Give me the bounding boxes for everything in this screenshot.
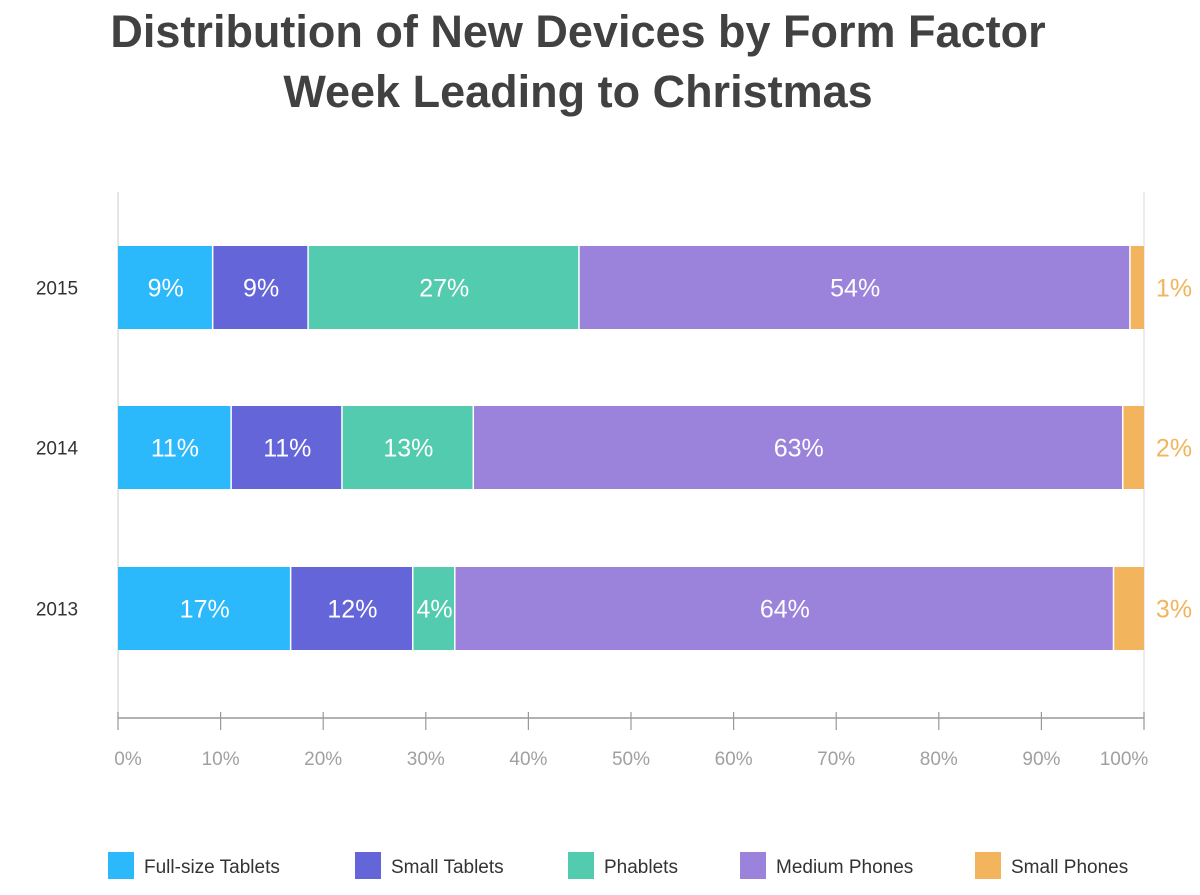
- category-label: 2013: [36, 600, 78, 621]
- bar-segment-small-phones: [1123, 406, 1144, 489]
- x-tick-label: 80%: [920, 749, 958, 770]
- bar-segment-full-size-tablets: [118, 246, 212, 329]
- x-tick-label: 10%: [202, 749, 240, 770]
- bar-segment-medium-phones: [474, 406, 1122, 489]
- legend-label: Phablets: [604, 857, 678, 878]
- data-label: 11%: [151, 435, 199, 463]
- bar-segment-phablets: [308, 246, 579, 329]
- bar-segment-medium-phones: [579, 246, 1130, 329]
- data-label: 9%: [243, 275, 279, 303]
- category-label: 2015: [36, 279, 78, 300]
- data-label: 13%: [383, 435, 433, 463]
- legend-label: Small Tablets: [391, 857, 504, 878]
- data-label: 17%: [180, 596, 230, 624]
- legend-swatch: [740, 852, 766, 879]
- chart-title: Distribution of New Devices by Form Fact…: [110, 6, 1046, 57]
- data-label: 4%: [416, 596, 452, 624]
- bar-segment-small-tablets: [231, 406, 342, 489]
- data-label: 27%: [419, 275, 469, 303]
- x-tick-label: 90%: [1022, 749, 1060, 770]
- data-label: 64%: [760, 596, 810, 624]
- bar-segment-medium-phones: [455, 567, 1113, 650]
- data-label: 9%: [148, 275, 184, 303]
- x-tick-label: 60%: [715, 749, 753, 770]
- bar-segment-full-size-tablets: [118, 567, 290, 650]
- bar-segment-small-phones: [1130, 246, 1144, 329]
- data-label: 3%: [1156, 596, 1192, 624]
- legend-label: Full-size Tablets: [144, 857, 280, 878]
- data-label: 2%: [1156, 435, 1192, 463]
- data-label: 12%: [327, 596, 377, 624]
- legend-label: Medium Phones: [776, 857, 913, 878]
- x-tick-label: 50%: [612, 749, 650, 770]
- bar-segment-small-tablets: [213, 246, 308, 329]
- bar-segment-phablets: [413, 567, 455, 650]
- x-tick-label: 70%: [817, 749, 855, 770]
- x-tick-label: 100%: [1100, 749, 1149, 770]
- data-label: 63%: [774, 435, 824, 463]
- data-label: 1%: [1156, 275, 1192, 303]
- bar-segment-phablets: [342, 406, 473, 489]
- bar-segment-small-tablets: [291, 567, 412, 650]
- legend-swatch: [975, 852, 1001, 879]
- x-tick-label: 0%: [114, 749, 142, 770]
- data-label: 54%: [830, 275, 880, 303]
- category-label: 2014: [36, 439, 79, 460]
- legend-swatch: [108, 852, 134, 879]
- legend-swatch: [568, 852, 594, 879]
- chart-subtitle: Week Leading to Christmas: [283, 66, 873, 117]
- x-tick-label: 30%: [407, 749, 445, 770]
- legend-label: Small Phones: [1011, 857, 1128, 878]
- data-label: 11%: [263, 435, 311, 463]
- legend-swatch: [355, 852, 381, 879]
- bar-segment-full-size-tablets: [118, 406, 231, 489]
- x-tick-label: 40%: [509, 749, 547, 770]
- x-tick-label: 20%: [304, 749, 342, 770]
- bar-segment-small-phones: [1114, 567, 1144, 650]
